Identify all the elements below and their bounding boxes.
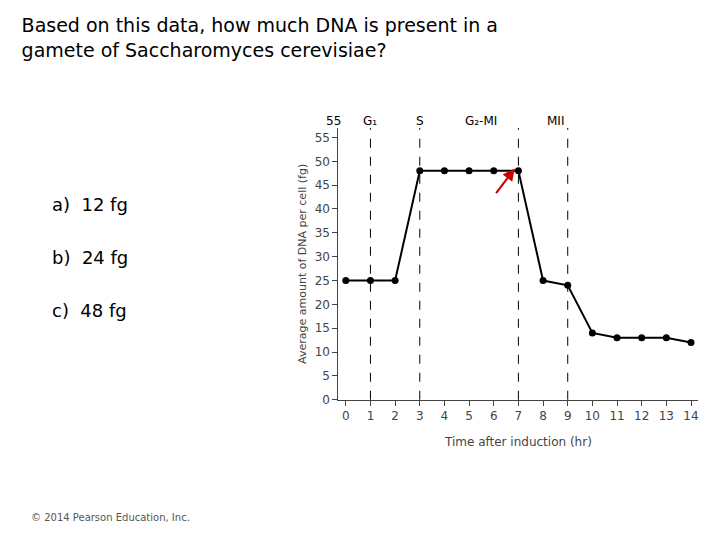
svg-text:20: 20 bbox=[315, 298, 330, 312]
svg-text:55: 55 bbox=[315, 131, 330, 145]
svg-text:4: 4 bbox=[441, 409, 449, 423]
svg-text:G₁: G₁ bbox=[363, 114, 377, 128]
svg-text:Average amount of DNA per cell: Average amount of DNA per cell (fg) bbox=[296, 164, 309, 364]
svg-text:5: 5 bbox=[465, 409, 473, 423]
svg-text:Time after induction (hr): Time after induction (hr) bbox=[444, 435, 592, 449]
svg-text:35: 35 bbox=[315, 226, 330, 240]
svg-text:14: 14 bbox=[683, 409, 698, 423]
svg-text:50: 50 bbox=[315, 155, 330, 169]
svg-text:11: 11 bbox=[609, 409, 624, 423]
svg-text:30: 30 bbox=[315, 250, 330, 264]
svg-text:3: 3 bbox=[416, 409, 424, 423]
svg-text:25: 25 bbox=[315, 274, 330, 288]
svg-text:0: 0 bbox=[342, 409, 350, 423]
svg-text:0: 0 bbox=[322, 393, 330, 407]
svg-text:40: 40 bbox=[315, 202, 330, 216]
svg-text:13: 13 bbox=[659, 409, 674, 423]
svg-text:© 2014 Pearson Education, Inc.: © 2014 Pearson Education, Inc. bbox=[31, 512, 190, 523]
svg-text:45: 45 bbox=[315, 178, 330, 192]
svg-text:55: 55 bbox=[326, 114, 341, 128]
svg-text:Based on this data, how much D: Based on this data, how much DNA is pres… bbox=[22, 14, 498, 61]
svg-text:5: 5 bbox=[322, 369, 330, 383]
svg-text:2: 2 bbox=[391, 409, 399, 423]
svg-text:9: 9 bbox=[564, 409, 572, 423]
svg-text:1: 1 bbox=[367, 409, 375, 423]
svg-text:10: 10 bbox=[585, 409, 600, 423]
svg-text:6: 6 bbox=[490, 409, 498, 423]
svg-text:15: 15 bbox=[315, 321, 330, 335]
svg-text:a) 12 fg: a) 12 fg bbox=[52, 194, 128, 215]
svg-text:7: 7 bbox=[515, 409, 523, 423]
svg-text:MII: MII bbox=[547, 114, 564, 128]
svg-text:G₂-MI: G₂-MI bbox=[465, 114, 497, 128]
svg-text:10: 10 bbox=[315, 345, 330, 359]
svg-text:S: S bbox=[416, 114, 424, 128]
svg-text:12: 12 bbox=[634, 409, 649, 423]
svg-text:8: 8 bbox=[539, 409, 547, 423]
svg-text:c) 48 fg: c) 48 fg bbox=[52, 300, 127, 321]
svg-text:b) 24 fg: b) 24 fg bbox=[52, 247, 128, 268]
